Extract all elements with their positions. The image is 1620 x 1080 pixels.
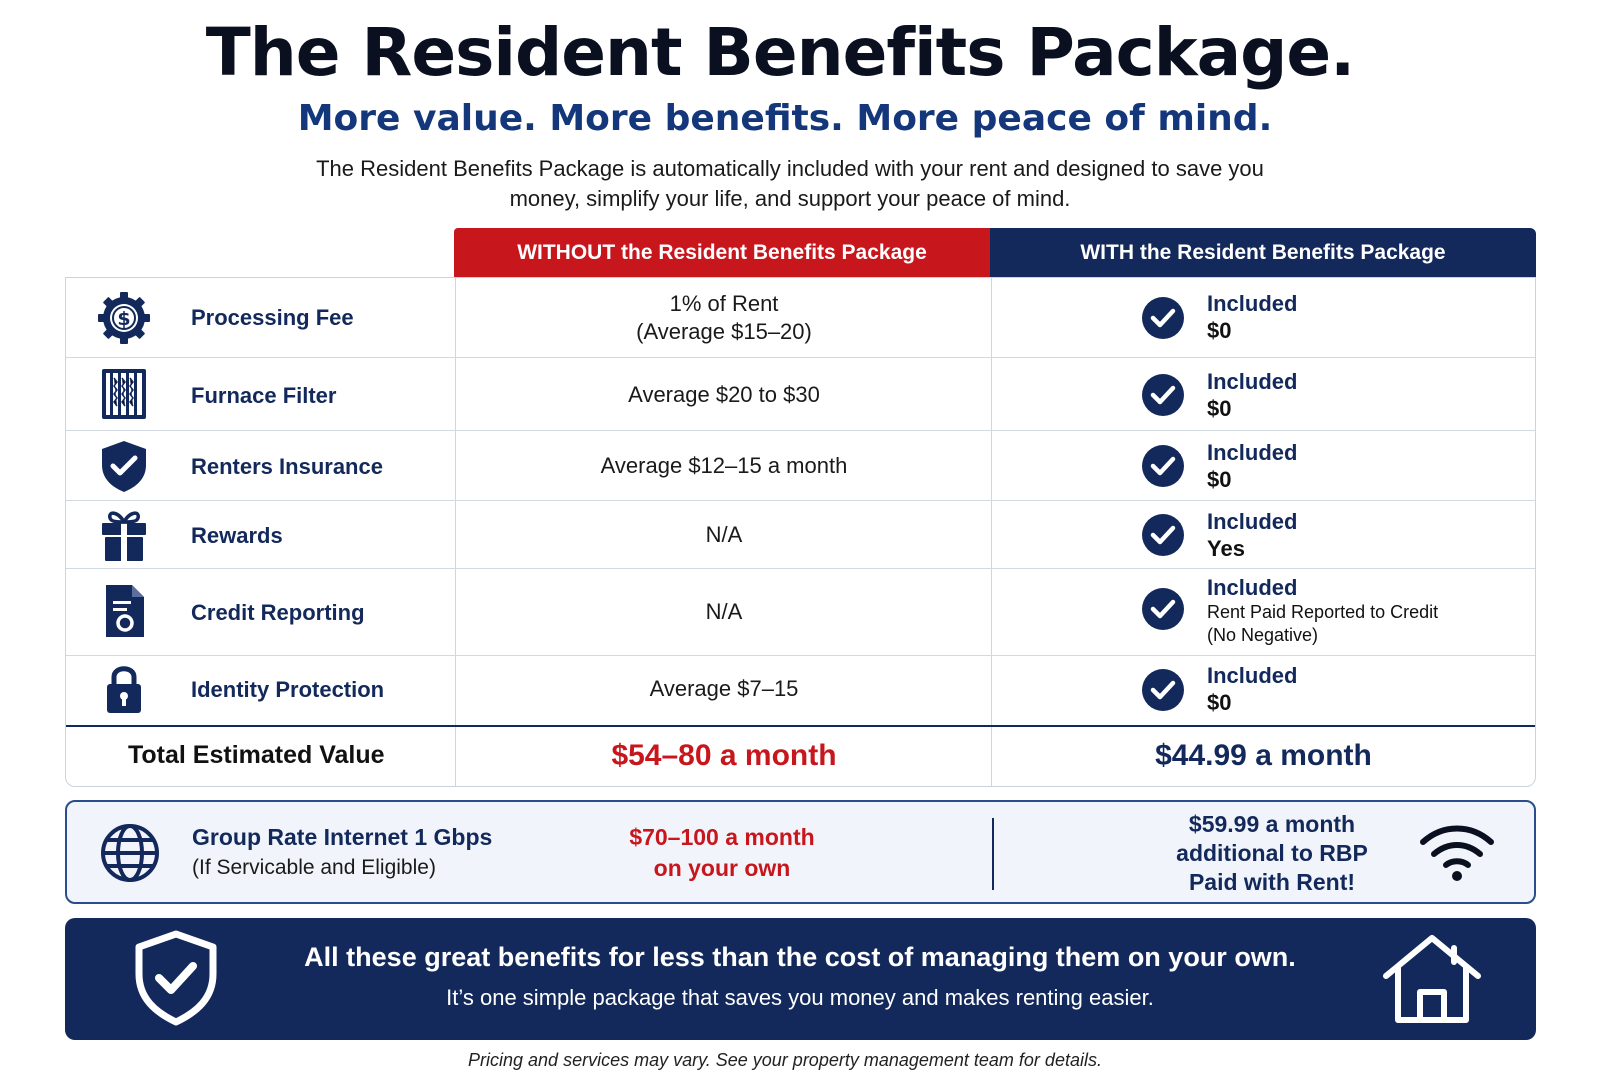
- total-with-value: $44.99 a month: [1155, 739, 1372, 772]
- with-amount: $0: [1207, 318, 1232, 343]
- check-circle-icon: [1142, 297, 1184, 339]
- with-value: Included Rent Paid Reported to Credit (N…: [1207, 574, 1438, 647]
- banner-subtext: It’s one simple package that saves you m…: [446, 985, 1154, 1010]
- check-circle-icon: [1142, 588, 1184, 630]
- column-divider: [991, 278, 992, 786]
- included-label: Included: [1207, 509, 1298, 534]
- table-row-rewards: Rewards N/A Included Yes: [66, 501, 1535, 569]
- feature-label: Credit Reporting: [191, 600, 365, 625]
- table-row-renters-insurance: Renters Insurance Average $12–15 a month…: [66, 431, 1535, 501]
- gift-icon: [96, 507, 152, 563]
- with-value: Included $0: [1207, 368, 1297, 422]
- included-label: Included: [1207, 440, 1298, 465]
- internet-offer-box: Group Rate Internet 1 Gbps (If Servicabl…: [65, 800, 1536, 904]
- table-row-furnace-filter: Furnace Filter Average $20 to $30 Includ…: [66, 358, 1535, 431]
- feature-label: Rewards: [191, 523, 283, 548]
- without-value: N/A: [705, 599, 743, 624]
- comparison-table: $ Processing Fee 1% of Rent (Average $15…: [65, 277, 1536, 787]
- page-subtitle: More value. More benefits. More peace of…: [297, 98, 1273, 139]
- with-value: Included $0: [1207, 290, 1297, 344]
- internet-divider: [992, 818, 994, 890]
- included-label: Included: [1207, 291, 1298, 316]
- without-value: Average $20 to $30: [628, 382, 820, 407]
- internet-own-price: $70–100 a month on your own: [629, 824, 815, 881]
- with-detail: Rent Paid Reported to Credit: [1207, 602, 1439, 622]
- with-detail: (No Negative): [1207, 625, 1319, 645]
- page-title: The Resident Benefits Package.: [205, 14, 1356, 91]
- house-icon: [1383, 935, 1481, 1023]
- summary-banner: All these great benefits for less than t…: [65, 918, 1536, 1040]
- table-row-processing-fee: $ Processing Fee 1% of Rent (Average $15…: [66, 278, 1535, 358]
- with-value: Included $0: [1207, 439, 1297, 493]
- dollar-gear-icon: $: [96, 290, 152, 346]
- without-value: 1% of Rent (Average $15–20): [636, 291, 812, 344]
- without-value: N/A: [705, 522, 743, 547]
- column-divider: [455, 278, 456, 786]
- with-amount: $0: [1207, 396, 1232, 421]
- feature-label: Renters Insurance: [191, 454, 383, 479]
- total-label: Total Estimated Value: [128, 741, 385, 769]
- without-value: Average $12–15 a month: [600, 453, 848, 478]
- with-amount: Yes: [1207, 536, 1245, 561]
- footer-disclaimer: Pricing and services may vary. See your …: [468, 1050, 1102, 1070]
- intro-text: The Resident Benefits Package is automat…: [316, 156, 1264, 211]
- feature-label: Processing Fee: [191, 305, 354, 330]
- internet-rbp-price: $59.99 a month additional to RBP Paid wi…: [1176, 811, 1368, 895]
- total-row: Total Estimated Value $54–80 a month $44…: [66, 725, 1535, 787]
- filter-icon: [96, 366, 152, 422]
- shield-check-icon: [96, 438, 152, 494]
- shield-check-icon: [135, 930, 217, 1026]
- total-without-value: $54–80 a month: [611, 739, 837, 772]
- included-label: Included: [1207, 663, 1298, 688]
- with-amount: $0: [1207, 467, 1232, 492]
- check-circle-icon: [1142, 445, 1184, 487]
- check-circle-icon: [1142, 374, 1184, 416]
- table-row-credit-reporting: Credit Reporting N/A Included Rent Paid …: [66, 569, 1535, 656]
- check-circle-icon: [1142, 514, 1184, 556]
- table-row-identity-protection: Identity Protection Average $7–15 Includ…: [66, 656, 1535, 725]
- column-header-with: WITH the Resident Benefits Package: [990, 228, 1536, 277]
- svg-text:$: $: [117, 308, 130, 330]
- internet-note: (If Servicable and Eligible): [192, 856, 436, 879]
- without-value: Average $7–15: [649, 676, 799, 701]
- check-circle-icon: [1142, 669, 1184, 711]
- credit-report-icon: [96, 583, 152, 639]
- included-label: Included: [1207, 575, 1298, 600]
- column-header-without: WITHOUT the Resident Benefits Package: [454, 228, 990, 277]
- feature-label: Identity Protection: [191, 677, 385, 702]
- banner-headline: All these great benefits for less than t…: [304, 942, 1296, 972]
- with-value: Included $0: [1207, 662, 1297, 716]
- globe-icon: [101, 824, 159, 882]
- feature-label: Furnace Filter: [191, 383, 337, 408]
- internet-title: Group Rate Internet 1 Gbps: [192, 824, 493, 850]
- lock-icon: [96, 661, 152, 717]
- included-label: Included: [1207, 369, 1298, 394]
- wifi-icon: [1420, 825, 1494, 881]
- with-value: Included Yes: [1207, 508, 1297, 562]
- with-amount: $0: [1207, 690, 1232, 715]
